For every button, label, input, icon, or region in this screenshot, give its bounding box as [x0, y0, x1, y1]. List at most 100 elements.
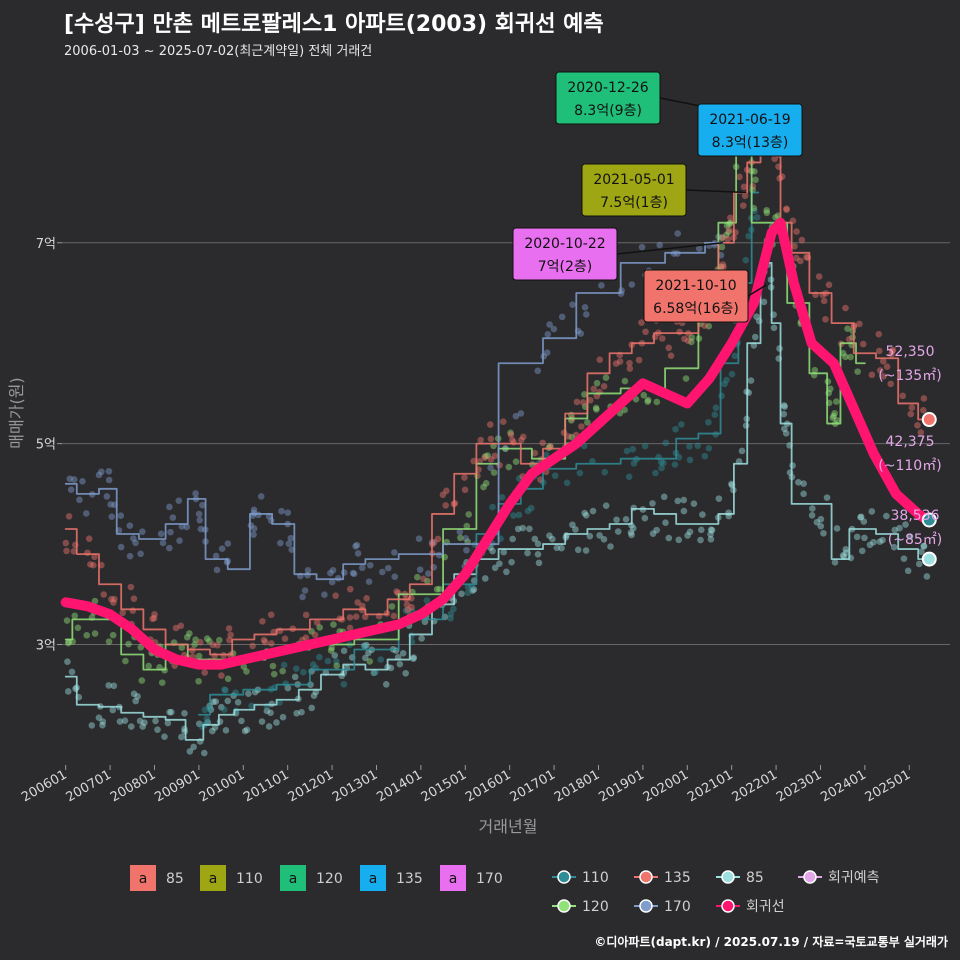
transaction-point-135: [499, 418, 507, 425]
transaction-point-135: [226, 636, 233, 644]
transaction-point-135: [267, 640, 275, 647]
chart-title: [수성구] 만촌 메트로팔레스1 아파트(2003) 회귀선 예측: [64, 12, 604, 37]
transaction-point-135: [616, 358, 624, 365]
transaction-point-135: [346, 614, 354, 621]
transaction-point-135: [130, 595, 138, 602]
transaction-point-120: [195, 677, 202, 685]
transaction-point-120: [191, 641, 198, 648]
transaction-point-170: [195, 510, 203, 518]
transaction-point-85: [697, 536, 704, 544]
transaction-point-135: [727, 214, 734, 222]
transaction-point-120: [763, 209, 771, 217]
transaction-point-85: [265, 723, 273, 730]
transaction-point-85: [820, 529, 827, 537]
transaction-point-110: [718, 392, 725, 400]
transaction-point-135: [875, 330, 883, 338]
transaction-point-170: [176, 537, 183, 545]
transaction-point-85: [491, 564, 499, 572]
transaction-point-110: [280, 661, 288, 669]
transaction-point-110: [675, 453, 683, 461]
transaction-point-120: [137, 644, 145, 651]
transaction-point-85: [340, 647, 348, 655]
annotation-price: 7억(2층): [538, 259, 593, 275]
transaction-point-85: [519, 524, 527, 532]
transaction-point-120: [279, 667, 286, 675]
transaction-point-110: [340, 680, 348, 688]
transaction-point-85: [116, 718, 124, 725]
transaction-point-85: [781, 403, 788, 410]
transaction-point-85: [715, 495, 723, 502]
transaction-point-135: [739, 202, 747, 209]
annotation-date: 2020-10-22: [524, 236, 605, 252]
x-tick-label: 202501: [863, 767, 913, 805]
transaction-point-85: [920, 542, 927, 550]
x-tick-label: 202201: [730, 767, 780, 805]
transaction-point-170: [299, 593, 306, 601]
transaction-point-85: [105, 682, 113, 689]
transaction-point-170: [301, 587, 309, 594]
transaction-point-85: [508, 558, 515, 566]
transaction-point-120: [717, 263, 725, 271]
transaction-point-170: [76, 496, 83, 504]
credit-line: ©디아파트(dapt.kr) / 2025.07.19 / 자료=국토교통부 실…: [594, 935, 948, 949]
transaction-point-170: [415, 535, 423, 542]
transaction-point-85: [190, 743, 197, 751]
transaction-point-85: [770, 324, 778, 332]
legend-swatch-120: [280, 865, 306, 891]
transaction-point-85: [780, 402, 788, 409]
transaction-point-135: [803, 253, 810, 261]
transaction-point-85: [879, 536, 886, 544]
transaction-point-135: [127, 583, 135, 591]
transaction-point-170: [416, 566, 424, 573]
transaction-point-110: [498, 494, 506, 501]
transaction-point-85: [751, 333, 759, 341]
annotation-box: [643, 269, 749, 323]
transaction-point-85: [613, 516, 620, 524]
transaction-point-120: [723, 222, 731, 229]
transaction-point-110: [601, 468, 609, 476]
transaction-point-120: [109, 631, 117, 639]
transaction-point-135: [403, 601, 411, 608]
transaction-point-120: [366, 658, 374, 665]
transaction-point-85: [258, 718, 266, 725]
transaction-point-85: [139, 723, 147, 730]
prediction-marker: [921, 551, 937, 567]
transaction-point-135: [573, 398, 581, 406]
transaction-point-135: [539, 439, 547, 447]
transaction-point-110: [671, 461, 679, 468]
annotation-box: [697, 103, 803, 157]
transaction-point-135: [875, 347, 883, 355]
transaction-point-170: [183, 523, 191, 531]
transaction-point-170: [117, 512, 125, 520]
x-tick-label: 201801: [552, 767, 602, 805]
transaction-point-135: [507, 431, 515, 439]
transaction-point-120: [91, 597, 99, 605]
transaction-point-85: [755, 317, 763, 325]
transaction-point-85: [181, 710, 188, 717]
transaction-point-170: [329, 566, 337, 574]
transaction-point-135: [531, 449, 539, 457]
transaction-point-85: [496, 560, 503, 568]
transaction-point-85: [923, 573, 931, 580]
transaction-point-170: [250, 506, 258, 514]
transaction-point-135: [487, 435, 495, 443]
transaction-point-120: [206, 637, 213, 645]
transaction-point-135: [197, 638, 204, 646]
transaction-point-85: [500, 548, 508, 556]
transaction-point-110: [221, 686, 229, 694]
transaction-point-85: [267, 709, 274, 717]
transaction-point-170: [285, 540, 293, 547]
transaction-point-135: [393, 588, 400, 595]
transaction-point-85: [782, 429, 790, 437]
transaction-point-120: [718, 234, 726, 242]
transaction-point-120: [568, 433, 576, 441]
transaction-point-170: [132, 539, 139, 547]
legend-label-135: 135: [664, 870, 691, 886]
transaction-point-170: [365, 578, 373, 585]
transaction-point-85: [534, 540, 542, 548]
transaction-point-85: [224, 697, 232, 705]
transaction-point-110: [658, 464, 665, 472]
legend-marker-110: [557, 870, 571, 884]
legend-label-85: 85: [166, 871, 184, 887]
annotation-leader: [616, 242, 723, 255]
